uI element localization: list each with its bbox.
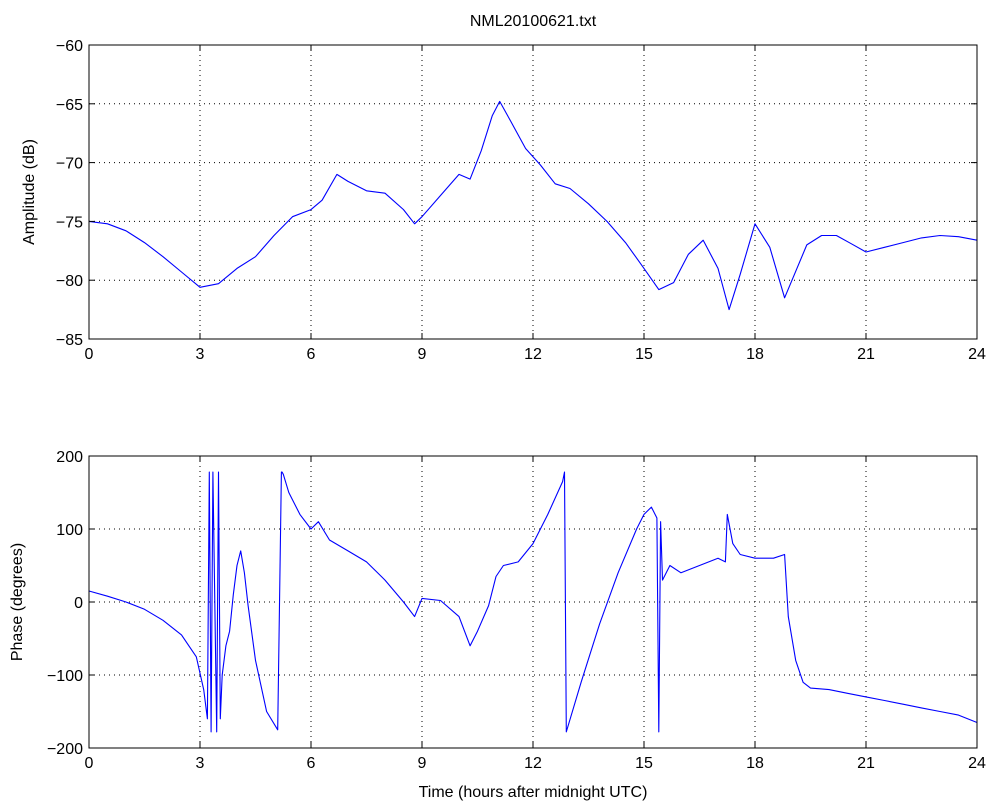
- x-tick-label: 12: [524, 755, 542, 772]
- y-tick-label: 200: [56, 449, 83, 466]
- x-tick-label: 6: [307, 346, 316, 363]
- amplitude-ylabel: Amplitude (dB): [21, 139, 38, 245]
- y-tick-label: −85: [56, 332, 83, 349]
- x-tick-label: 3: [196, 755, 205, 772]
- x-tick-label: 24: [968, 755, 986, 772]
- figure-title: NML20100621.txt: [470, 13, 597, 30]
- amplitude-plot-area: [89, 45, 977, 339]
- phase-series-line: [88, 471, 978, 733]
- y-tick-label: −70: [56, 156, 83, 173]
- x-tick-label: 12: [524, 346, 542, 363]
- phase-yticks: −200 −100 0 100 200: [47, 449, 977, 758]
- x-tick-label: 9: [418, 755, 427, 772]
- x-tick-label: 15: [635, 346, 653, 363]
- amplitude-grid: [89, 45, 977, 339]
- y-tick-label: 0: [74, 595, 83, 612]
- x-tick-label: 3: [196, 346, 205, 363]
- x-tick-label: 0: [85, 755, 94, 772]
- x-tick-label: 15: [635, 755, 653, 772]
- x-tick-label: 18: [746, 346, 764, 363]
- y-tick-label: −75: [56, 214, 83, 231]
- amplitude-panel: 0 3 6 9 12 15 18 21 24 −85 −80 −75 −70 −65 −60 Amplit…: [21, 38, 986, 363]
- x-tick-label: 6: [307, 755, 316, 772]
- phase-panel: 0 3 6 9 12 15 18 21 24 −200 −100 0 100 200 Phase (de…: [9, 449, 986, 801]
- x-tick-label: 24: [968, 346, 986, 363]
- amplitude-xticks: 0 3 6 9 12 15 18 21 24: [85, 45, 986, 363]
- y-tick-label: 100: [56, 522, 83, 539]
- x-tick-label: 0: [85, 346, 94, 363]
- y-tick-label: −65: [56, 97, 83, 114]
- phase-ylabel: Phase (degrees): [9, 543, 26, 661]
- phase-xlabel: Time (hours after midnight UTC): [419, 784, 648, 801]
- x-tick-label: 21: [857, 346, 875, 363]
- y-tick-label: −60: [56, 38, 83, 55]
- amplitude-yticks: −85 −80 −75 −70 −65 −60: [56, 38, 977, 349]
- y-tick-label: −100: [47, 668, 83, 685]
- phase-grid: [89, 456, 977, 748]
- x-tick-label: 21: [857, 755, 875, 772]
- phase-xticks: 0 3 6 9 12 15 18 21 24: [85, 456, 986, 772]
- y-tick-label: −80: [56, 273, 83, 290]
- y-tick-label: −200: [47, 741, 83, 758]
- x-tick-label: 18: [746, 755, 764, 772]
- x-tick-label: 9: [418, 346, 427, 363]
- amplitude-series-line: [88, 100, 978, 311]
